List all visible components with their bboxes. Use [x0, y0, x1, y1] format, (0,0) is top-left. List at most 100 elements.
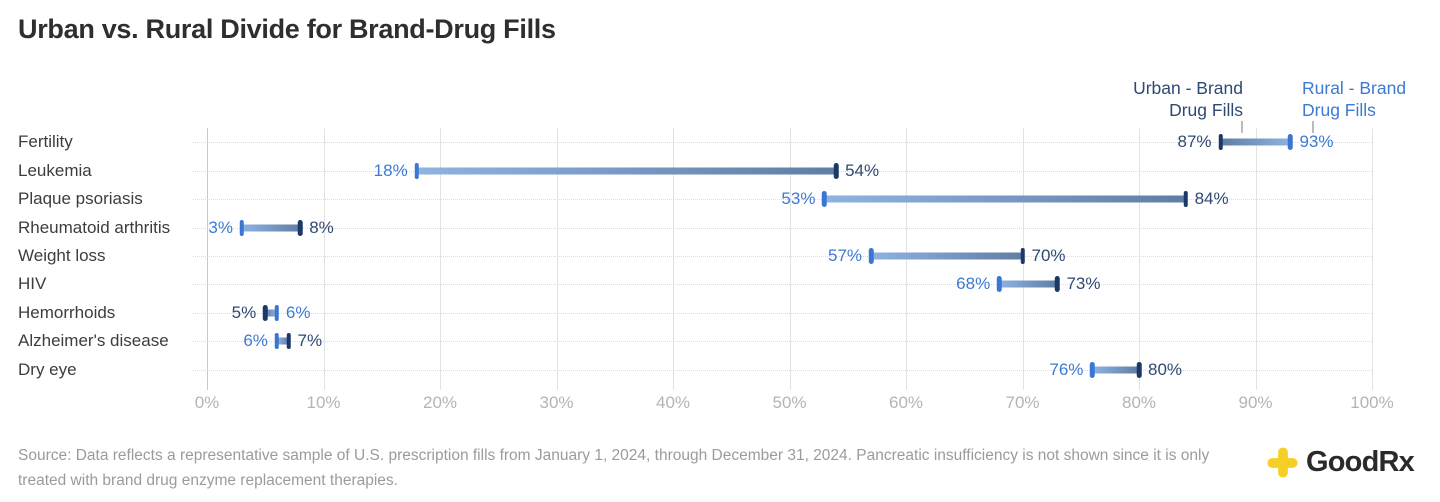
x-axis-tick-label: 30%: [539, 393, 574, 412]
x-axis-tick-label: 70%: [1005, 393, 1040, 412]
row-guide-line: [193, 369, 1372, 371]
vertical-gridline: [323, 128, 325, 390]
category-label: Hemorrhoids: [18, 302, 116, 322]
dumbbell-row: 57% 70%: [193, 242, 1372, 270]
dumbbell-row: 53% 84%: [193, 185, 1372, 213]
range-bar: [265, 309, 277, 317]
x-axis-tick-label: 90%: [1238, 393, 1273, 412]
vertical-gridline: [789, 128, 791, 390]
vertical-gridline: [1255, 128, 1257, 390]
rural-cap: [414, 162, 419, 179]
range-bar: [416, 167, 837, 175]
urban-cap: [286, 333, 291, 350]
category-label: Rheumatoid arthritis: [18, 217, 171, 237]
category-label: HIV: [18, 274, 47, 294]
dumbbell-row: 76% 80%: [193, 356, 1372, 384]
category-axis: Fertility Leukemia Plaque psoriasis Rheumat…: [18, 128, 200, 384]
urban-cap: [833, 162, 839, 179]
x-axis-tick-label: 60%: [888, 393, 924, 412]
rural-cap: [239, 219, 245, 236]
row-guide-line: [193, 227, 1372, 229]
x-axis-tick-label: 10%: [306, 393, 341, 412]
urban-value-label: 73%: [1066, 274, 1101, 294]
rural-cap: [1090, 361, 1095, 378]
urban-value-label: 87%: [1177, 132, 1212, 152]
rural-cap: [822, 191, 827, 208]
range-bar: [1220, 138, 1291, 146]
rural-cap: [1288, 134, 1293, 151]
urban-value-label: 70%: [1031, 245, 1066, 265]
rural-value-label: 6%: [243, 331, 268, 351]
dumbbell-row: 5% 6%: [193, 299, 1372, 327]
urban-cap: [1020, 247, 1025, 264]
goodrx-logo-text: GoodRx: [1306, 446, 1415, 478]
dumbbell-row: 18% 54%: [193, 156, 1372, 184]
row-guide-line: [193, 312, 1372, 314]
x-axis-tick-label: 80%: [1121, 393, 1157, 412]
goodrx-logo: GoodRx: [1266, 446, 1415, 479]
legend-rural-label: Rural - Brand Drug Fills: [1302, 78, 1407, 120]
x-axis-tick-label: 40%: [655, 393, 691, 412]
category-label: Weight loss: [18, 245, 106, 265]
row-guide-line: [193, 255, 1372, 257]
rural-value-label: 68%: [956, 274, 991, 294]
range-bar: [999, 280, 1058, 288]
dumbbell-row: 87% 93%: [193, 128, 1372, 156]
goodrx-cross-icon: [1267, 447, 1298, 478]
urban-cap: [1183, 191, 1188, 208]
rural-value-label: 6%: [285, 302, 311, 322]
urban-value-label: 84%: [1194, 189, 1229, 209]
legend-rural-leader-tick: [1312, 121, 1314, 133]
category-label: Fertility: [18, 132, 73, 152]
source-text: Source: Data reflects a representative s…: [18, 447, 1210, 489]
row-guide-line: [193, 284, 1372, 286]
rural-cap: [996, 276, 1002, 293]
row-guide-line: [193, 199, 1372, 201]
range-bar: [871, 252, 1023, 260]
plot-area: 87% 93% 18% 54% 53% 84% 3% 8% 57% 70% 68% 73% 5% 6% 6%…: [193, 128, 1373, 390]
range-bar: [824, 195, 1186, 203]
row-guide-line: [193, 142, 1372, 144]
vertical-gridline: [556, 128, 558, 390]
rural-cap: [868, 247, 874, 264]
category-label: Alzheimer's disease: [18, 331, 169, 351]
range-bar: [276, 337, 289, 345]
vertical-gridline: [1139, 128, 1140, 390]
rural-cap: [274, 333, 280, 350]
page-title: Urban vs. Rural Divide for Brand-Drug Fi…: [18, 14, 556, 44]
urban-value-label: 7%: [297, 331, 323, 351]
urban-cap: [297, 219, 303, 236]
category-label: Leukemia: [18, 160, 92, 180]
urban-cap: [263, 304, 268, 321]
rural-value-label: 3%: [208, 217, 233, 237]
vertical-gridline: [673, 128, 674, 390]
legend-urban-label: Urban - Brand Drug Fills: [1133, 78, 1243, 120]
legend-urban-leader-tick: [1241, 121, 1243, 133]
dumbbell-row: 3% 8%: [193, 213, 1372, 241]
range-bar: [241, 224, 301, 232]
row-guide-line: [193, 341, 1372, 343]
rural-value-label: 18%: [373, 160, 408, 180]
x-axis-tick-label: 0%: [194, 393, 220, 412]
dumbbell-row: 68% 73%: [193, 270, 1372, 298]
dumbbell-row: 6% 7%: [193, 327, 1372, 355]
rural-value-label: 57%: [828, 245, 863, 265]
urban-cap: [1218, 134, 1223, 151]
category-label: Plaque psoriasis: [18, 189, 143, 209]
rural-value-label: 53%: [781, 189, 816, 209]
rural-value-label: 93%: [1299, 132, 1334, 152]
rural-value-label: 76%: [1049, 359, 1084, 379]
urban-value-label: 54%: [845, 160, 880, 180]
urban-value-label: 80%: [1148, 359, 1183, 379]
vertical-gridline: [1372, 128, 1373, 390]
urban-cap: [1136, 361, 1142, 378]
x-axis: 0% 10% 20% 30% 40% 50% 60% 70% 80% 90% 100%: [195, 393, 1394, 415]
urban-value-label: 5%: [231, 302, 257, 322]
x-axis-tick-label: 20%: [422, 393, 458, 412]
vertical-gridline: [207, 128, 208, 390]
rural-cap: [274, 304, 280, 321]
vertical-gridline: [440, 128, 441, 390]
urban-cap: [1055, 276, 1060, 293]
range-bar: [1092, 366, 1139, 374]
